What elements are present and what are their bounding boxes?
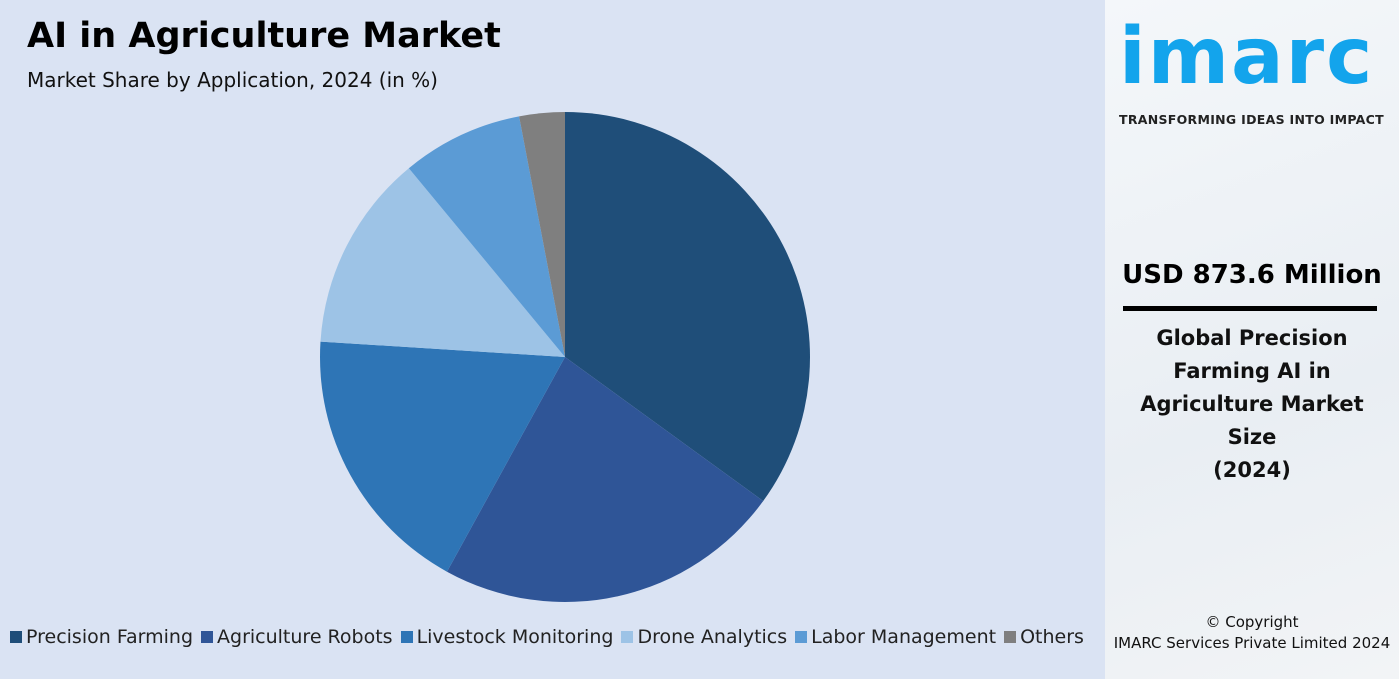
market-description: Global Precision Farming AI in Agricultu…: [1125, 322, 1379, 487]
desc-line: Farming AI in: [1173, 359, 1331, 383]
pie-slice-livestock-monitoring: [320, 341, 565, 572]
market-value: USD 873.6 Million: [1122, 260, 1382, 290]
legend-label: Agriculture Robots: [217, 626, 393, 648]
info-panel: imarc TRANSFORMING IDEAS INTO IMPACT USD…: [1105, 0, 1399, 679]
chart-panel: AI in Agriculture Market Market Share by…: [0, 0, 1105, 679]
legend-swatch: [400, 631, 413, 643]
legend: Precision Farming Agriculture Robots Lives…: [10, 626, 1084, 648]
legend-item: Precision Farming: [10, 626, 193, 648]
desc-line: Agriculture Market: [1140, 392, 1364, 416]
legend-item: Livestock Monitoring: [400, 626, 614, 648]
legend-item: Agriculture Robots: [201, 626, 393, 648]
logo-tagline: TRANSFORMING IDEAS INTO IMPACT: [1119, 112, 1384, 127]
legend-label: Precision Farming: [26, 626, 194, 648]
legend-item: Drone Analytics: [621, 626, 787, 648]
company-name: IMARC Services Private Limited 2024: [1113, 634, 1391, 652]
legend-label: Livestock Monitoring: [416, 626, 614, 648]
copyright: © Copyright IMARC Services Private Limit…: [1105, 612, 1399, 654]
pie-slice-precision-farming: [565, 112, 810, 502]
legend-swatch: [795, 631, 808, 643]
pie-chart: [320, 112, 810, 602]
desc-line: Size: [1227, 425, 1277, 449]
legend-swatch: [201, 631, 214, 643]
pie-slice-drone-analytics: [320, 168, 565, 357]
desc-line: (2024): [1213, 458, 1291, 482]
legend-label: Drone Analytics: [637, 626, 788, 648]
legend-swatch: [1004, 631, 1017, 643]
pie-slice-others: [519, 112, 565, 357]
legend-label: Others: [1020, 626, 1084, 648]
pie-slice-labor-management: [408, 116, 565, 357]
desc-line: Global Precision: [1156, 326, 1348, 350]
chart-subtitle: Market Share by Application, 2024 (in %): [27, 68, 438, 92]
legend-swatch: [10, 631, 22, 643]
legend-swatch: [621, 631, 634, 643]
pie-slice-agriculture-robots: [446, 357, 764, 602]
copyright-label: © Copyright: [1205, 613, 1299, 631]
chart-title: AI in Agriculture Market: [27, 16, 501, 56]
legend-label: Labor Management: [811, 626, 997, 648]
imarc-logo: imarc: [1119, 12, 1375, 102]
legend-item: Others: [1004, 626, 1084, 648]
divider: [1123, 306, 1377, 311]
legend-item: Labor Management: [795, 626, 996, 648]
